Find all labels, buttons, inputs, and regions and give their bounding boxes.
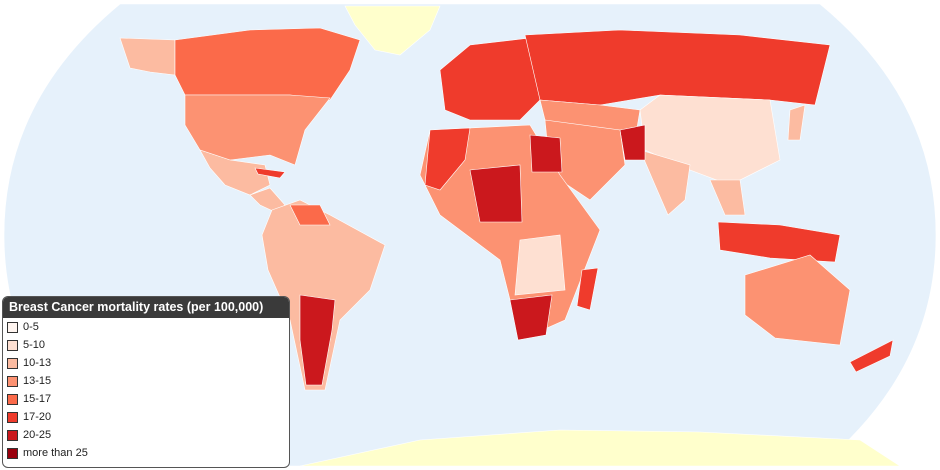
legend-swatch [7, 411, 18, 423]
alaska [119, 37, 176, 76]
legend-label: more than 25 [23, 447, 88, 459]
legend-items: 0-5 5-10 10-13 13-15 15-17 17-20 20-25 more tha… [3, 318, 289, 462]
legend-item: 5-10 [3, 336, 289, 354]
japan [787, 104, 806, 141]
legend-label: 13-15 [23, 375, 52, 387]
legend-item: 0-5 [3, 318, 289, 336]
legend-label: 10-13 [23, 357, 52, 369]
indonesia [717, 221, 841, 263]
central-africa [469, 164, 523, 223]
pakistan [619, 124, 646, 161]
legend-swatch [7, 447, 18, 459]
legend-swatch [7, 321, 18, 333]
canada [174, 27, 361, 101]
mexico [199, 149, 271, 196]
legend-swatch [7, 339, 18, 351]
legend-swatch [7, 429, 18, 441]
india [639, 149, 691, 216]
greenland [344, 5, 441, 56]
legend-label: 0-5 [23, 321, 39, 333]
southern-africa [514, 234, 566, 296]
antarctica [299, 429, 902, 467]
russia [524, 29, 831, 106]
southeast-asia [709, 179, 746, 216]
europe [439, 37, 541, 121]
legend-label: 15-17 [23, 393, 52, 405]
legend-swatch [7, 357, 18, 369]
australia [744, 254, 851, 346]
legend-title: Breast Cancer mortality rates (per 100,0… [3, 297, 289, 318]
legend-label: 20-25 [23, 429, 52, 441]
legend-item: 15-17 [3, 390, 289, 408]
legend-item: 13-15 [3, 372, 289, 390]
legend-item: more than 25 [3, 444, 289, 462]
usa [184, 94, 331, 166]
south-africa [509, 294, 553, 341]
egypt [529, 134, 563, 173]
legend-label: 17-20 [23, 411, 52, 423]
legend-swatch [7, 375, 18, 387]
north-africa [424, 127, 471, 191]
legend: Breast Cancer mortality rates (per 100,0… [2, 296, 290, 468]
venezuela [289, 204, 331, 226]
cuba [254, 167, 286, 179]
argentina [299, 294, 336, 386]
legend-item: 17-20 [3, 408, 289, 426]
legend-item: 10-13 [3, 354, 289, 372]
new-zealand [849, 339, 894, 373]
legend-item: 20-25 [3, 426, 289, 444]
south-america [261, 199, 386, 391]
legend-label: 5-10 [23, 339, 46, 351]
madagascar [576, 267, 599, 311]
legend-swatch [7, 393, 18, 405]
